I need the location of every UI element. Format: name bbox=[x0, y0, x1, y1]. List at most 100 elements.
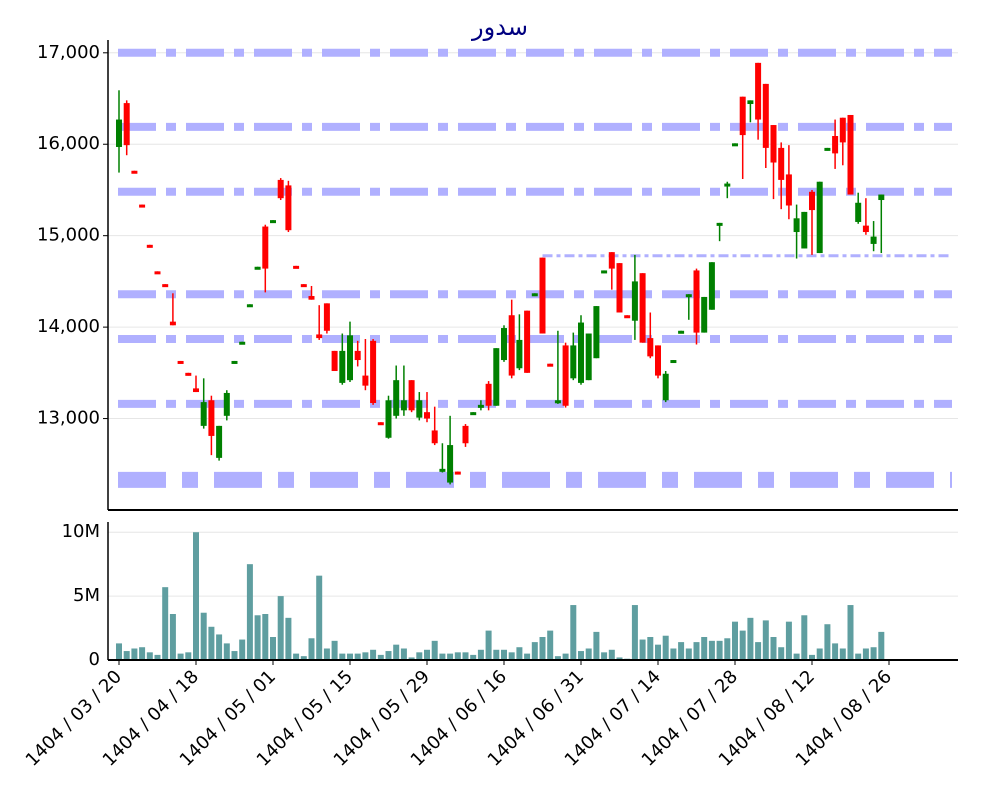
volume-bar bbox=[347, 653, 353, 660]
candle-body bbox=[570, 345, 577, 379]
volume-bar bbox=[585, 648, 592, 660]
volume-bar bbox=[824, 624, 831, 660]
volume-bar bbox=[770, 637, 777, 660]
candle-body bbox=[424, 412, 430, 419]
candle-body bbox=[493, 348, 500, 406]
volume-bar bbox=[331, 640, 338, 660]
candle-body bbox=[793, 218, 800, 233]
volume-bar bbox=[531, 642, 538, 660]
volume-bar bbox=[285, 617, 292, 660]
volume-bar bbox=[855, 653, 862, 660]
candle-body bbox=[755, 62, 762, 120]
candle-body bbox=[139, 204, 146, 208]
candle-body bbox=[539, 257, 546, 334]
candle-body bbox=[131, 170, 138, 174]
volume-bar bbox=[501, 649, 507, 660]
volume-bar bbox=[177, 653, 184, 660]
volume-bar bbox=[424, 649, 430, 660]
volume-bar bbox=[701, 637, 708, 660]
candle-body bbox=[739, 96, 746, 136]
volume-bar bbox=[362, 652, 369, 660]
candle-body bbox=[778, 147, 785, 180]
candle-body bbox=[377, 422, 384, 426]
volume-bar bbox=[793, 653, 800, 660]
candle-body bbox=[839, 117, 846, 143]
volume-bar bbox=[570, 605, 577, 660]
volume-bar bbox=[431, 640, 438, 660]
volume-bar bbox=[254, 615, 261, 660]
candle-body bbox=[608, 252, 615, 269]
candle-body bbox=[200, 402, 207, 426]
y-tick-label: 14,000 bbox=[37, 316, 100, 337]
candle-body bbox=[285, 185, 292, 231]
volume-bar bbox=[208, 626, 215, 660]
volume-bar bbox=[447, 653, 454, 660]
volume-bar bbox=[878, 631, 885, 660]
volume-bar bbox=[277, 596, 284, 660]
volume-bar bbox=[223, 643, 230, 660]
volume-bar bbox=[146, 652, 153, 660]
candle-body bbox=[454, 471, 461, 475]
volume-bar bbox=[439, 653, 446, 660]
candle-body bbox=[431, 430, 438, 444]
candle-body bbox=[824, 147, 831, 151]
volume-bar bbox=[216, 634, 223, 660]
volume-bar bbox=[716, 640, 723, 660]
candle-body bbox=[785, 174, 792, 206]
volume-bar bbox=[662, 635, 669, 660]
candle-body bbox=[531, 293, 538, 297]
candle-body bbox=[231, 360, 238, 364]
candle-body bbox=[616, 263, 623, 313]
candle-body bbox=[216, 425, 223, 458]
volume-bar bbox=[293, 653, 300, 660]
volume-bar bbox=[839, 648, 846, 660]
volume-bar bbox=[354, 653, 361, 660]
volume-bar bbox=[670, 648, 677, 660]
volume-bar bbox=[809, 654, 815, 660]
candle-body bbox=[331, 350, 338, 372]
candle-body bbox=[631, 281, 638, 321]
volume-bar bbox=[470, 654, 477, 660]
candle-body bbox=[770, 125, 777, 163]
candle-body bbox=[762, 83, 769, 148]
volume-bar bbox=[832, 643, 839, 660]
candle-body bbox=[516, 339, 523, 369]
candle-body bbox=[578, 322, 584, 383]
candle-body bbox=[862, 225, 869, 233]
candle-body bbox=[154, 271, 161, 275]
candle-body bbox=[554, 400, 561, 404]
candle-body bbox=[678, 330, 685, 334]
candle-body bbox=[347, 335, 353, 381]
candle-body bbox=[847, 114, 854, 195]
volume-bar bbox=[485, 630, 492, 660]
candle-body bbox=[624, 315, 631, 319]
candle-body bbox=[470, 412, 477, 416]
volume-bar bbox=[169, 614, 176, 660]
volume-bar bbox=[200, 612, 207, 660]
volume-bar bbox=[308, 638, 315, 660]
volume-bar bbox=[416, 652, 423, 660]
volume-bar bbox=[323, 648, 330, 660]
candle-body bbox=[585, 333, 592, 381]
y-tick-label: 17,000 bbox=[37, 42, 100, 63]
candle-body bbox=[693, 270, 700, 333]
candle-body bbox=[809, 191, 815, 211]
candle-body bbox=[655, 345, 661, 376]
candle-body bbox=[562, 345, 569, 406]
volume-bar bbox=[616, 657, 623, 660]
candle-body bbox=[146, 244, 153, 248]
candle-body bbox=[270, 220, 276, 224]
volume-bar bbox=[547, 630, 554, 660]
volume-bar bbox=[847, 605, 854, 660]
y-tick-label: 15,000 bbox=[37, 225, 100, 246]
candle-body bbox=[385, 400, 392, 438]
candle-body bbox=[316, 334, 323, 339]
volume-bar bbox=[477, 649, 484, 660]
candle-body bbox=[701, 296, 708, 333]
candle-body bbox=[662, 373, 669, 401]
volume-bar bbox=[816, 648, 823, 660]
candle-body bbox=[439, 468, 446, 472]
candle-body bbox=[485, 383, 492, 406]
volume-bar bbox=[870, 647, 877, 660]
